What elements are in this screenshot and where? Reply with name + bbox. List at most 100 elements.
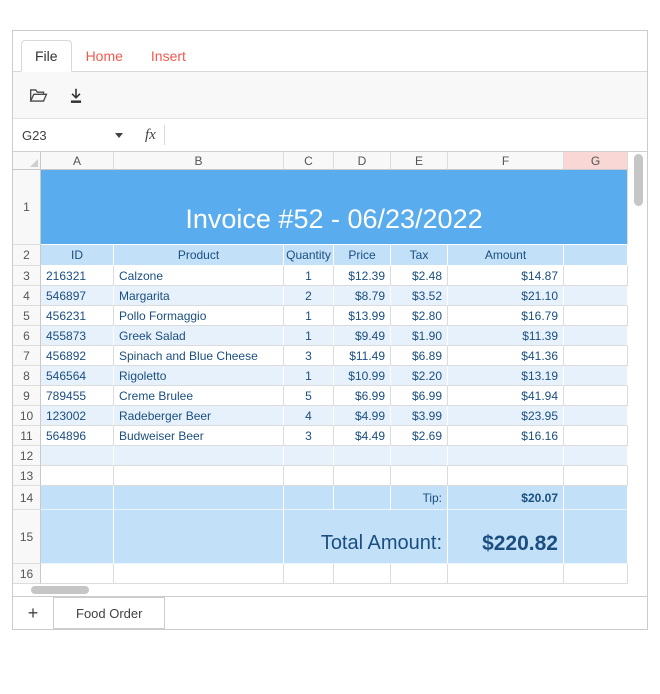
cell[interactable]: 5 xyxy=(284,386,334,406)
cell[interactable] xyxy=(334,466,391,486)
tip-value-cell[interactable]: $20.07 xyxy=(448,486,564,510)
cell[interactable] xyxy=(564,466,628,486)
cell[interactable]: 1 xyxy=(284,366,334,386)
row-header-13[interactable]: 13 xyxy=(13,466,41,486)
tab-file[interactable]: File xyxy=(21,40,72,72)
row-header-16[interactable]: 16 xyxy=(13,564,41,584)
cell[interactable]: $4.49 xyxy=(334,426,391,446)
cell[interactable]: 456231 xyxy=(41,306,114,326)
cell[interactable]: $12.39 xyxy=(334,266,391,286)
cell[interactable]: $2.48 xyxy=(391,266,448,286)
column-header-C[interactable]: C xyxy=(284,152,334,170)
cell[interactable]: 3 xyxy=(284,346,334,366)
cell[interactable]: 564896 xyxy=(41,426,114,446)
cell[interactable]: 1 xyxy=(284,326,334,346)
cell[interactable] xyxy=(564,286,628,306)
cell[interactable] xyxy=(564,386,628,406)
cell[interactable]: $16.79 xyxy=(448,306,564,326)
cell[interactable] xyxy=(114,446,284,466)
add-sheet-button[interactable]: + xyxy=(27,602,39,623)
cell[interactable]: Creme Brulee xyxy=(114,386,284,406)
cell[interactable] xyxy=(334,564,391,584)
horizontal-scrollbar[interactable] xyxy=(13,584,647,596)
cell[interactable]: Margarita xyxy=(114,286,284,306)
cell[interactable]: 216321 xyxy=(41,266,114,286)
row-header-1[interactable]: 1 xyxy=(13,170,41,245)
row-header-12[interactable]: 12 xyxy=(13,446,41,466)
row-header-11[interactable]: 11 xyxy=(13,426,41,446)
cell[interactable]: $6.99 xyxy=(334,386,391,406)
cell[interactable]: $1.90 xyxy=(391,326,448,346)
export-button[interactable] xyxy=(61,80,91,110)
cell[interactable] xyxy=(114,510,284,564)
tab-home[interactable]: Home xyxy=(85,48,123,64)
cell[interactable] xyxy=(564,245,628,266)
cell[interactable] xyxy=(564,406,628,426)
cell[interactable]: $2.20 xyxy=(391,366,448,386)
cell[interactable] xyxy=(334,486,391,510)
table-header-cell[interactable]: Price xyxy=(334,245,391,266)
row-header-14[interactable]: 14 xyxy=(13,486,41,510)
cell[interactable] xyxy=(391,466,448,486)
chevron-down-icon[interactable] xyxy=(115,133,123,138)
cell[interactable] xyxy=(564,486,628,510)
cell[interactable]: 4 xyxy=(284,406,334,426)
invoice-title-cell[interactable]: Invoice #52 - 06/23/2022 xyxy=(41,170,628,245)
table-header-cell[interactable]: ID xyxy=(41,245,114,266)
cell[interactable] xyxy=(564,564,628,584)
column-header-G[interactable]: G xyxy=(564,152,628,170)
cell[interactable]: $11.39 xyxy=(448,326,564,346)
cell[interactable] xyxy=(391,564,448,584)
cell[interactable]: 123002 xyxy=(41,406,114,426)
cell[interactable]: $10.99 xyxy=(334,366,391,386)
row-header-2[interactable]: 2 xyxy=(13,245,41,266)
column-header-F[interactable]: F xyxy=(448,152,564,170)
row-header-6[interactable]: 6 xyxy=(13,326,41,346)
cell[interactable]: 3 xyxy=(284,426,334,446)
column-header-E[interactable]: E xyxy=(391,152,448,170)
horizontal-scrollbar-thumb[interactable] xyxy=(31,586,89,594)
vertical-scrollbar[interactable] xyxy=(631,152,647,584)
cell[interactable] xyxy=(284,466,334,486)
sheet-tab-food-order[interactable]: Food Order xyxy=(53,597,166,629)
vertical-scrollbar-thumb[interactable] xyxy=(634,154,643,206)
column-header-D[interactable]: D xyxy=(334,152,391,170)
row-header-7[interactable]: 7 xyxy=(13,346,41,366)
cell[interactable] xyxy=(334,446,391,466)
cell[interactable] xyxy=(41,466,114,486)
cell[interactable] xyxy=(284,564,334,584)
total-label-cell[interactable]: Total Amount: xyxy=(284,510,448,564)
cell[interactable]: 455873 xyxy=(41,326,114,346)
column-header-B[interactable]: B xyxy=(114,152,284,170)
name-box[interactable]: G23 xyxy=(13,119,133,151)
cell[interactable] xyxy=(114,466,284,486)
cell[interactable] xyxy=(564,446,628,466)
cell[interactable] xyxy=(564,426,628,446)
cell[interactable]: 546897 xyxy=(41,286,114,306)
cell[interactable]: $9.49 xyxy=(334,326,391,346)
cell[interactable]: $13.99 xyxy=(334,306,391,326)
cell[interactable]: $16.16 xyxy=(448,426,564,446)
total-value-cell[interactable]: $220.82 xyxy=(448,510,564,564)
cell[interactable]: $11.49 xyxy=(334,346,391,366)
cell[interactable] xyxy=(284,446,334,466)
cell[interactable]: Rigoletto xyxy=(114,366,284,386)
cell[interactable]: 2 xyxy=(284,286,334,306)
cell[interactable]: $21.10 xyxy=(448,286,564,306)
table-header-cell[interactable]: Product xyxy=(114,245,284,266)
cell[interactable] xyxy=(41,510,114,564)
select-all-corner[interactable] xyxy=(13,152,41,170)
open-file-button[interactable] xyxy=(23,80,53,110)
cell[interactable] xyxy=(114,564,284,584)
cell[interactable]: $41.36 xyxy=(448,346,564,366)
cell[interactable]: Pollo Formaggio xyxy=(114,306,284,326)
cell[interactable] xyxy=(448,466,564,486)
cell[interactable]: 1 xyxy=(284,306,334,326)
cell[interactable]: 789455 xyxy=(41,386,114,406)
cell[interactable]: $13.19 xyxy=(448,366,564,386)
cell[interactable] xyxy=(564,366,628,386)
tip-label-cell[interactable]: Tip: xyxy=(391,486,448,510)
table-header-cell[interactable]: Quantity xyxy=(284,245,334,266)
cell[interactable]: $3.52 xyxy=(391,286,448,306)
cell[interactable] xyxy=(448,446,564,466)
